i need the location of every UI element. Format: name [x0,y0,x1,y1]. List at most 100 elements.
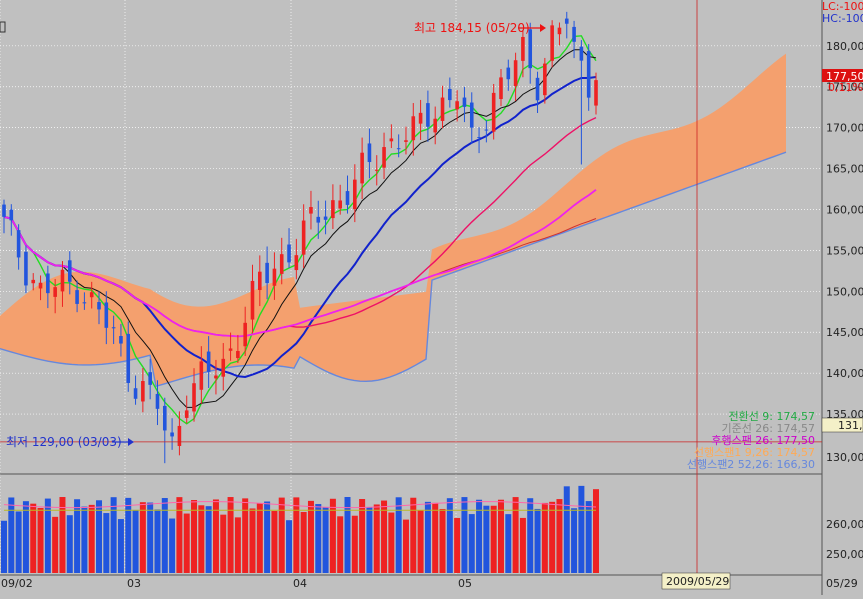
cloud-segment [456,239,462,272]
candle-body [170,432,174,437]
candle-body [177,425,182,446]
candle-body [396,148,401,150]
candle-body [236,350,240,359]
volume-bar [293,497,300,573]
candle-body [411,116,416,141]
candle-body [389,138,394,142]
date-tick-label: 09/02 [1,577,33,590]
volume-bar [556,499,563,573]
volume-bar [169,518,176,573]
volume-bar [454,517,461,573]
candle-body [24,251,28,286]
price-tick-label: 165,00 [826,163,863,176]
candle-body [294,255,299,271]
price-tick-label: 175,00 [826,81,863,94]
volume-bar [432,502,439,573]
hc-label: HC:-100 [822,12,863,25]
volume-bar [117,519,124,573]
candle-body [97,302,101,310]
volume-bar [125,497,132,573]
volume-bar [183,513,190,573]
volume-bar [278,497,285,573]
cloud-segment [522,214,528,248]
cloud-segment [480,233,486,263]
cloud-segment [390,295,396,378]
cloud-segment [336,302,342,378]
volume-bar [388,512,395,573]
cloud-segment [588,160,594,224]
current-price-label: 177,50 [826,70,863,83]
candle-body [111,327,116,329]
volume-bar [220,514,227,573]
volume-bar [22,501,29,573]
candle-body [477,137,481,139]
cloud-segment [156,292,162,387]
price-tick-label: 180,00 [826,40,863,53]
volume-bar [366,507,373,573]
cloud-segment [666,129,672,196]
cloud-segment [570,175,576,231]
candle-body [594,80,598,106]
volume-bar [585,501,592,573]
volume-bar [549,501,556,573]
candle-body [448,88,452,101]
candle-body [557,27,562,35]
cloud-segment [450,240,456,274]
cloud-segment [240,293,246,366]
cloud-segment [258,285,264,366]
candle-body [60,269,65,292]
volume-bar [519,517,526,573]
volume-bar [154,509,161,573]
volume-tick-label: 250,00 [826,548,863,561]
cloud-segment [720,103,726,177]
cloud-segment [48,277,54,363]
price-tick-label: 170,00 [826,122,863,135]
volume-bar [234,517,241,573]
candle-body [221,358,226,377]
cloud-segment [762,67,768,161]
candlesticks [2,11,598,464]
volume-bar [59,497,66,573]
cloud-segment [402,294,408,373]
candle-body [199,361,204,390]
candle-body [184,410,189,418]
cloud-segment [306,306,312,364]
price-tick-label: 140,00 [826,367,863,380]
cloud-segment [0,310,6,351]
candle-body [265,262,269,284]
volume-bar [578,485,585,573]
candle-body [279,254,284,274]
cloud-segment [12,300,18,354]
cloud-segment [732,93,738,172]
volume-bar [256,503,263,573]
cloud-segment [138,285,144,359]
cloud-segment [564,180,570,233]
candle-body [331,200,335,219]
cloud-segment [624,140,630,211]
cloud-segment [528,210,534,246]
cloud-segment [582,165,588,226]
cloud-segment [408,293,414,370]
corner-box [0,21,6,33]
candle-body [586,51,591,98]
cloud-segment [234,296,240,367]
cloud-segment [600,152,606,220]
high-arrow-head [540,24,546,32]
legend-kijun: 기준선 26: 174,57 [721,422,815,435]
cloud-segment [498,227,504,257]
date-tick-label: 05 [458,577,472,590]
cloud-segment [186,305,192,378]
candle-body [433,118,438,133]
price-tick-label: 155,00 [826,244,863,257]
candle-body [228,348,233,351]
cloud-segment [690,121,696,187]
cloud-segment [534,206,540,244]
volume-bar [307,500,314,573]
volume-tick-label: 260,00 [826,518,863,531]
cloud-segment [360,299,366,382]
volume-bar [74,499,81,573]
volume-bar [417,510,424,573]
cloud-segment [288,277,294,369]
